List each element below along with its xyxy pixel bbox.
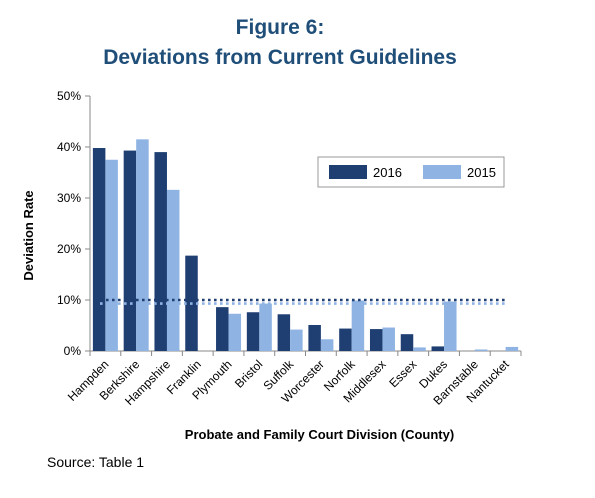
y-tick-label: 50% bbox=[57, 89, 81, 103]
bar-2016-plymouth bbox=[216, 307, 229, 351]
y-tick-label: 40% bbox=[57, 140, 81, 154]
bar-2016-bristol bbox=[246, 312, 260, 351]
bar-2016-suffolk bbox=[277, 314, 291, 351]
bar-2016-middlesex bbox=[369, 329, 383, 351]
y-tick-label: 20% bbox=[57, 242, 81, 256]
legend-label-2015: 2015 bbox=[467, 165, 496, 180]
bar-2016-essex bbox=[400, 334, 414, 351]
bar-2016-worcester bbox=[308, 324, 321, 351]
bar-2015-barnstable bbox=[474, 349, 488, 351]
bar-2015-worcester bbox=[320, 339, 334, 351]
bar-2015-plymouth bbox=[228, 313, 242, 351]
bar-2015-norfolk bbox=[351, 300, 365, 351]
legend: 2016 2015 bbox=[317, 156, 505, 188]
bar-2016-hampshire bbox=[154, 152, 167, 351]
bar-2015-dukes bbox=[444, 301, 457, 351]
bar-2015-essex bbox=[413, 347, 426, 351]
chart-title-line1: Figure 6: bbox=[235, 16, 325, 39]
y-tick-label: 10% bbox=[57, 293, 81, 307]
legend-swatch-2016 bbox=[329, 165, 367, 179]
x-axis-title: Probate and Family Court Division (Count… bbox=[185, 427, 454, 442]
y-tick-label: 30% bbox=[57, 191, 81, 205]
legend-label-2016: 2016 bbox=[373, 165, 402, 180]
bar-2015-hampshire bbox=[166, 189, 180, 351]
bar-2015-suffolk bbox=[290, 329, 303, 351]
deviation-rate-bar-chart: 0%10%20%30%40%50%HampdenBerkshireHampshi… bbox=[21, 89, 522, 442]
bar-2016-berkshire bbox=[123, 150, 137, 351]
bar-2016-dukes bbox=[431, 346, 445, 351]
bar-2015-berkshire bbox=[136, 139, 149, 351]
x-tick-label: Bristol bbox=[232, 357, 265, 390]
source-note: Source: Table 1 bbox=[47, 454, 145, 470]
bar-2015-middlesex bbox=[382, 327, 395, 351]
bar-2015-bristol bbox=[259, 303, 272, 351]
x-tick-label: Essex bbox=[386, 357, 419, 390]
bar-2016-norfolk bbox=[339, 328, 352, 351]
y-axis-title: Deviation Rate bbox=[21, 190, 36, 280]
bar-2015-nantucket bbox=[505, 346, 519, 351]
bar-2015-hampden bbox=[105, 159, 118, 351]
bar-2016-hampden bbox=[92, 148, 106, 351]
legend-swatch-2015 bbox=[423, 165, 461, 179]
chart-title-line2: Deviations from Current Guidelines bbox=[103, 46, 457, 69]
y-tick-label: 0% bbox=[64, 344, 82, 358]
